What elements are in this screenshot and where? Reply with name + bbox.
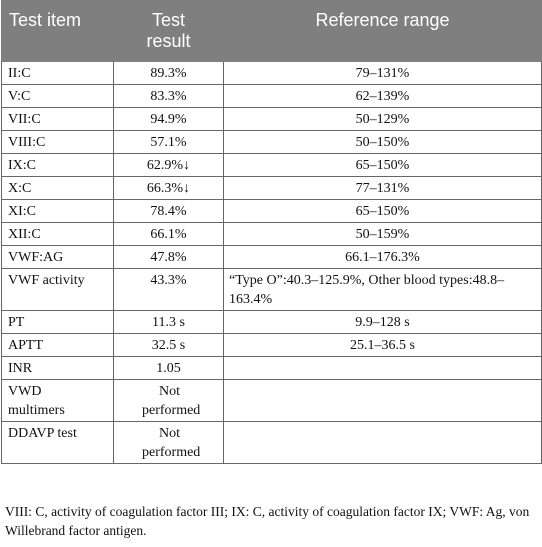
table-row: IX:C 62.9%↓ 65–150% [1,153,542,177]
cell-test-item: IX:C [1,153,114,177]
cell-reference-range: 66.1–176.3% [223,245,542,269]
header-test-result: Test result [113,0,224,62]
table-row: II:C 89.3% 79–131% [1,61,542,85]
header-reference-range: Reference range [223,0,542,62]
cell-test-item: VII:C [1,107,114,131]
cell-test-result: 57.1% [113,130,224,154]
cell-test-item: XII:C [1,222,114,246]
cell-reference-range: 50–129% [223,107,542,131]
table-row: VWF activity 43.3% “Type O”:40.3–125.9%,… [1,268,542,311]
cell-reference-range: 79–131% [223,61,542,85]
cell-test-result: 1.05 [113,356,224,380]
table-row: VWF:AG 47.8% 66.1–176.3% [1,245,542,269]
cell-reference-range: 65–150% [223,153,542,177]
cell-test-item: V:C [1,84,114,108]
cell-test-item: XI:C [1,199,114,223]
cell-reference-range: 65–150% [223,199,542,223]
cell-test-result: 66.1% [113,222,224,246]
cell-test-item: VWF activity [1,268,114,311]
cell-test-item: X:C [1,176,114,200]
table-row: XII:C 66.1% 50–159% [1,222,542,246]
cell-test-result: 83.3% [113,84,224,108]
cell-test-item: VWD multimers [1,379,114,422]
cell-test-result: Not performed [113,421,224,464]
cell-reference-range [223,421,542,464]
cell-test-item: VIII:C [1,130,114,154]
table-row: PT 11.3 s 9.9–128 s [1,310,542,334]
table-row: APTT 32.5 s 25.1–36.5 s [1,333,542,357]
cell-reference-range: 50–159% [223,222,542,246]
cell-reference-range [223,379,542,422]
cell-reference-range: 9.9–128 s [223,310,542,334]
cell-reference-range: 50–150% [223,130,542,154]
cell-test-item: II:C [1,61,114,85]
cell-test-result: 11.3 s [113,310,224,334]
cell-test-item: INR [1,356,114,380]
cell-test-result: Not performed [113,379,224,422]
cell-test-result: 66.3%↓ [113,176,224,200]
table-row: VIII:C 57.1% 50–150% [1,130,542,154]
cell-reference-range: 62–139% [223,84,542,108]
header-test-item: Test item [1,0,114,62]
cell-test-result: 94.9% [113,107,224,131]
cell-test-result: 47.8% [113,245,224,269]
cell-test-item: APTT [1,333,114,357]
cell-test-result: 89.3% [113,61,224,85]
cell-test-result: 43.3% [113,268,224,311]
cell-test-result: 78.4% [113,199,224,223]
table-row: VII:C 94.9% 50–129% [1,107,542,131]
table-row: DDAVP test Not performed [1,421,542,464]
cell-reference-range: 25.1–36.5 s [223,333,542,357]
lab-results-table: Test item Test result Reference range II… [1,0,542,464]
cell-test-item: DDAVP test [1,421,114,464]
table-footnote: VIII: C, activity of coagulation factor … [5,504,530,538]
cell-test-result: 32.5 s [113,333,224,357]
table-row: VWD multimers Not performed [1,379,542,422]
lab-results-table-container: Test item Test result Reference range II… [1,0,542,464]
table-row: X:C 66.3%↓ 77–131% [1,176,542,200]
table-header-row: Test item Test result Reference range [1,0,542,62]
cell-reference-range [223,356,542,380]
cell-reference-range: 77–131% [223,176,542,200]
cell-test-result: 62.9%↓ [113,153,224,177]
cell-test-item: VWF:AG [1,245,114,269]
table-row: INR 1.05 [1,356,542,380]
table-row: V:C 83.3% 62–139% [1,84,542,108]
table-row: XI:C 78.4% 65–150% [1,199,542,223]
cell-test-item: PT [1,310,114,334]
cell-reference-range: “Type O”:40.3–125.9%, Other blood types:… [223,268,542,311]
